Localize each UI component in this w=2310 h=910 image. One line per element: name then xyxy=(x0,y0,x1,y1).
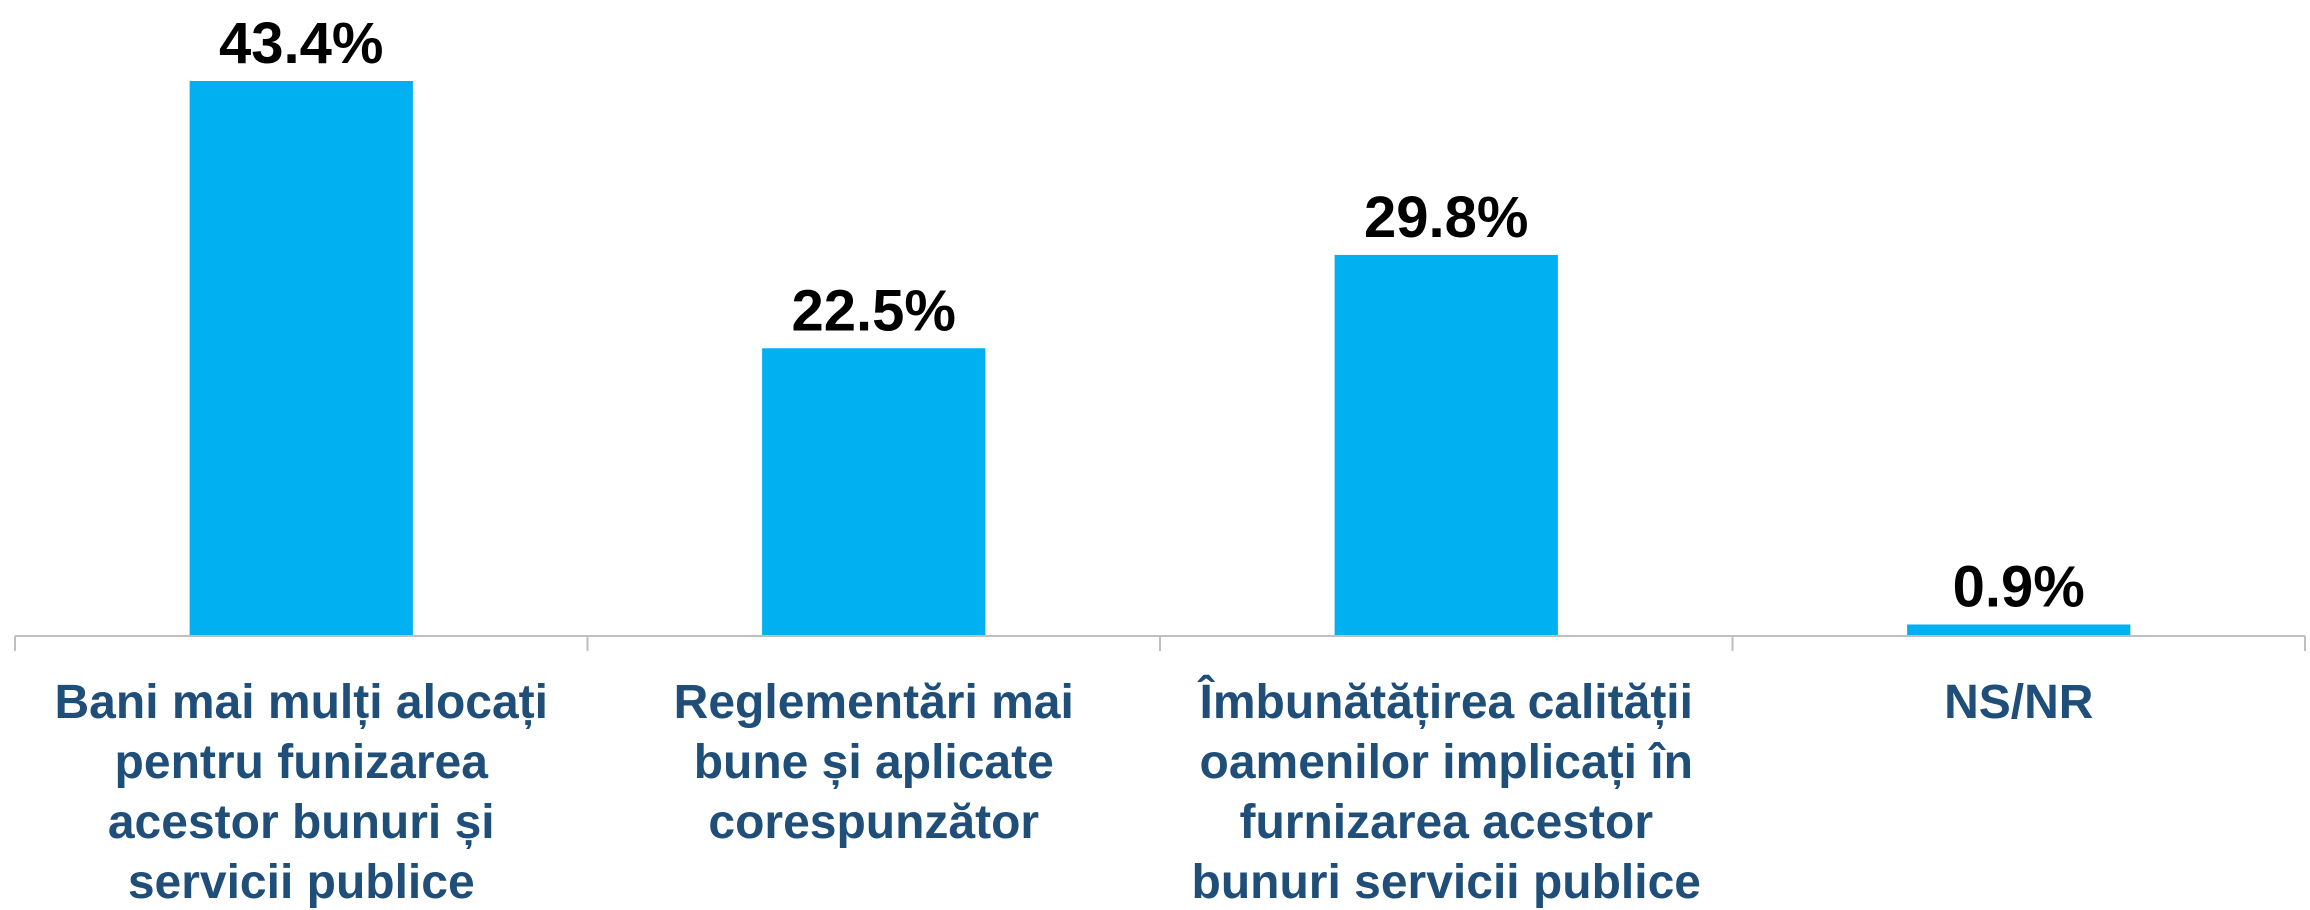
value-label: 0.9% xyxy=(1953,554,2085,619)
x-tick-label: oamenilor implicați în xyxy=(1200,736,1693,789)
x-tick-label: furnizarea acestor xyxy=(1239,796,1653,849)
x-tick-label: servicii publice xyxy=(128,856,475,909)
x-tick-label: pentru funizarea xyxy=(115,736,489,789)
x-tick-label: Reglementări mai xyxy=(674,676,1074,729)
x-tick-label: bune și aplicate xyxy=(694,736,1054,789)
bar xyxy=(762,348,986,636)
bar xyxy=(1334,254,1558,636)
x-tick-label: acestor bunuri și xyxy=(108,796,495,849)
x-tick-label: bunuri servicii publice xyxy=(1192,856,1701,909)
x-tick-label: corespunzător xyxy=(708,796,1039,849)
x-tick-label: Îmbunătățirea calității xyxy=(1198,674,1693,729)
value-label: 29.8% xyxy=(1364,185,1528,250)
bar xyxy=(189,81,413,636)
value-label: 43.4% xyxy=(219,11,383,76)
bar xyxy=(1907,624,2131,636)
x-tick-label: NS/NR xyxy=(1944,676,2093,729)
x-tick-label: Bani mai mulți alocați xyxy=(55,676,548,729)
value-label: 22.5% xyxy=(792,278,956,343)
